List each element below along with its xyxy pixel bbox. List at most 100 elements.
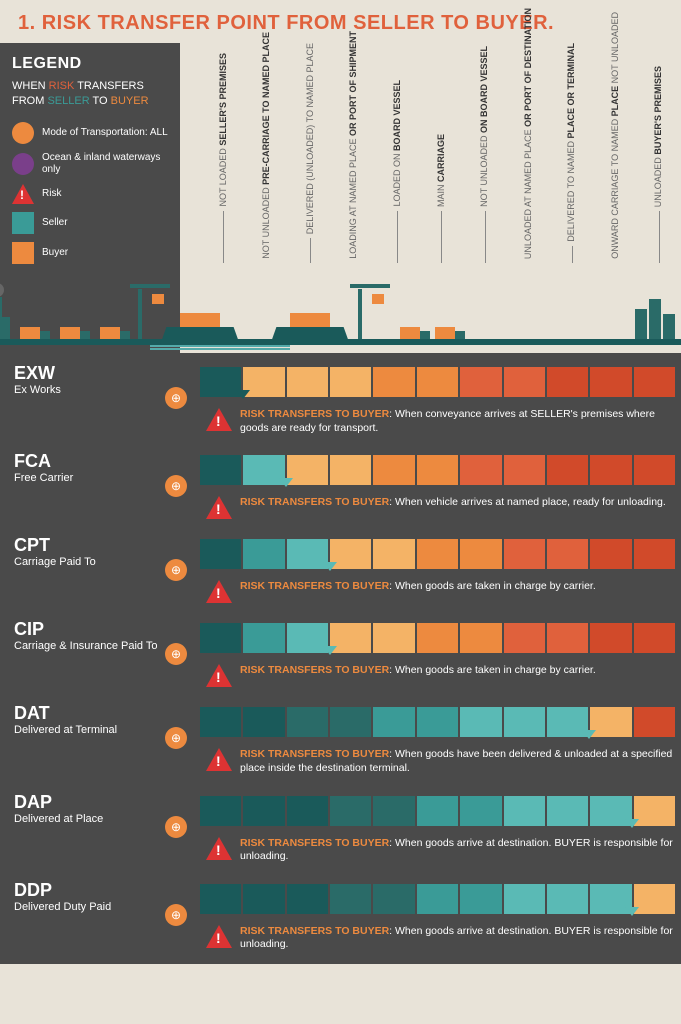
- grid-cell: [200, 707, 241, 737]
- stage-label: UNLOADED BUYER'S PREMISES: [637, 43, 681, 263]
- term-icons: ⊕: [165, 559, 187, 581]
- break-arrow-icon: [582, 730, 596, 739]
- term-code: EXW: [14, 363, 186, 384]
- risk-text: RISK TRANSFERS TO BUYER: When goods are …: [240, 664, 596, 678]
- stage-label: NOT LOADED SELLER'S PREMISES: [202, 43, 246, 263]
- transport-mode-icon: ⊕: [165, 643, 187, 665]
- term-code: DAT: [14, 703, 186, 724]
- grid-cell: [590, 707, 631, 737]
- ship-icon: [160, 310, 240, 345]
- term-row-exw: EXW Ex Works ⊕ RISK TRANSFERS TO BUYER: …: [0, 355, 681, 443]
- break-arrow-icon: [236, 390, 250, 399]
- grid-cell: [417, 623, 458, 653]
- upper-section: LEGEND WHEN RISK TRANSFERS FROM SELLER T…: [0, 43, 681, 353]
- term-icons: ⊕: [165, 816, 187, 838]
- grid-cell: [373, 455, 414, 485]
- legend-text: Ocean & inland waterways only: [42, 152, 168, 176]
- transport-mode-icon: ⊕: [165, 559, 187, 581]
- legend-item: Mode of Transportation: ALL: [12, 122, 168, 144]
- risk-icon: [206, 837, 232, 860]
- grid-cell: [504, 707, 545, 737]
- term-name: Free Carrier: [14, 472, 186, 484]
- grid-cell: [590, 539, 631, 569]
- legend-item: Seller: [12, 212, 168, 234]
- grid-cell: [547, 796, 588, 826]
- stage-labels: NOT LOADED SELLER'S PREMISESNOT UNLOADED…: [202, 43, 681, 263]
- grid-cell: [417, 796, 458, 826]
- term-row-fca: FCA Free Carrier ⊕ RISK TRANSFERS TO BUY…: [0, 443, 681, 527]
- stage-label: ONWARD CARRIAGE TO NAMED PLACE NOT UNLOA…: [594, 43, 638, 263]
- risk-text: RISK TRANSFERS TO BUYER: When conveyance…: [240, 408, 675, 435]
- term-code: DDP: [14, 880, 186, 901]
- grid-cell: [634, 539, 675, 569]
- grid-cell: [287, 367, 328, 397]
- term-row-cip: CIP Carriage & Insurance Paid To ⊕ RISK …: [0, 611, 681, 695]
- grid-cell: [460, 367, 501, 397]
- grid-cell: [330, 707, 371, 737]
- grid-cell: [634, 455, 675, 485]
- stage-label: LOADED ON BOARD VESSEL: [376, 43, 420, 263]
- transport-mode-icon: ⊕: [165, 387, 187, 409]
- grid-cell: [287, 796, 328, 826]
- legend-circle-icon: [12, 122, 34, 144]
- grid-cell: [547, 367, 588, 397]
- grid-cell: [547, 539, 588, 569]
- buildings-icon: [635, 299, 675, 339]
- grid-cell: [330, 796, 371, 826]
- grid-cell: [373, 539, 414, 569]
- legend-square-icon: [12, 242, 34, 264]
- grid-cell: [634, 884, 675, 914]
- grid-area: [200, 359, 681, 400]
- term-icons: ⊕: [165, 387, 187, 409]
- grid-cell: [460, 707, 501, 737]
- break-arrow-icon: [625, 819, 639, 828]
- term-row-dap: DAP Delivered at Place ⊕ RISK TRANSFERS …: [0, 784, 681, 872]
- grid-cell: [373, 884, 414, 914]
- grid-cell: [504, 796, 545, 826]
- grid-cell: [373, 796, 414, 826]
- risk-icon: [206, 925, 232, 948]
- ship-icon: [270, 310, 350, 345]
- grid-cell: [590, 623, 631, 653]
- term-name: Delivered Duty Paid: [14, 901, 186, 913]
- risk-banner: RISK TRANSFERS TO BUYER: When goods have…: [0, 744, 681, 783]
- crane-icon: [350, 284, 390, 339]
- term-name: Ex Works: [14, 384, 186, 396]
- legend-risk-icon: [12, 184, 34, 204]
- term-code: CPT: [14, 535, 186, 556]
- risk-text: RISK TRANSFERS TO BUYER: When goods arri…: [240, 837, 675, 864]
- grid-cell: [330, 884, 371, 914]
- grid-cell: [460, 623, 501, 653]
- term-icons: ⊕: [165, 727, 187, 749]
- grid-cell: [504, 623, 545, 653]
- term-name: Delivered at Terminal: [14, 724, 186, 736]
- truck-icon: [60, 321, 90, 339]
- grid-cell: [287, 707, 328, 737]
- grid-cell: [243, 623, 284, 653]
- risk-banner: RISK TRANSFERS TO BUYER: When vehicle ar…: [0, 492, 681, 527]
- grid-cell: [287, 884, 328, 914]
- stage-label: UNLOADED AT NAMED PLACE OR PORT OF DESTI…: [507, 43, 551, 263]
- grid-cell: [634, 707, 675, 737]
- grid-cell: [504, 367, 545, 397]
- term-name: Delivered at Place: [14, 813, 186, 825]
- legend-text: Seller: [42, 217, 68, 229]
- grid-cell: [200, 623, 241, 653]
- grid-area: [200, 876, 681, 917]
- risk-banner: RISK TRANSFERS TO BUYER: When goods are …: [0, 660, 681, 695]
- grid-cell: [547, 884, 588, 914]
- grid-cell: [200, 884, 241, 914]
- main-title: 1. RISK TRANSFER POINT FROM SELLER TO BU…: [0, 0, 681, 43]
- grid-cell: [417, 884, 458, 914]
- truck-icon: [100, 321, 130, 339]
- grid-cell: [373, 367, 414, 397]
- grid-cell: [200, 539, 241, 569]
- grid-cell: [460, 884, 501, 914]
- infographic-container: 1. RISK TRANSFER POINT FROM SELLER TO BU…: [0, 0, 681, 964]
- grid-cell: [243, 884, 284, 914]
- term-icons: ⊕: [165, 643, 187, 665]
- stage-label: DELIVERED TO NAMED PLACE OR TERMINAL: [550, 43, 594, 263]
- stage-label: MAIN CARRIAGE: [420, 43, 464, 263]
- term-name: Carriage Paid To: [14, 556, 186, 568]
- term-icons: ⊕: [165, 904, 187, 926]
